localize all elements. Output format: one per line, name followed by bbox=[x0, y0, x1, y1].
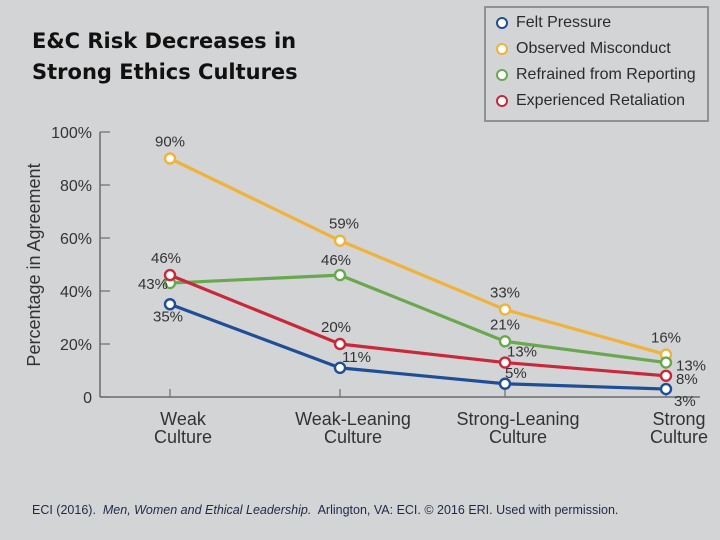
x-tick-label: Culture bbox=[650, 427, 708, 447]
x-tick-label: Weak bbox=[160, 409, 207, 429]
legend-label: Experienced Retaliation bbox=[516, 92, 685, 109]
data-label: 46% bbox=[321, 252, 351, 269]
data-point bbox=[333, 361, 347, 375]
data-label: 46% bbox=[151, 250, 181, 267]
data-label: 13% bbox=[507, 344, 537, 361]
data-point bbox=[333, 268, 347, 282]
data-point bbox=[498, 303, 512, 316]
data-point bbox=[163, 152, 177, 165]
series-line-refrained-from-reporting bbox=[169, 273, 667, 365]
data-label: 33% bbox=[490, 285, 520, 302]
data-point bbox=[163, 298, 177, 311]
data-label: 13% bbox=[676, 358, 706, 375]
legend-label: Refrained from Reporting bbox=[516, 66, 696, 83]
y-tick-label: 40% bbox=[60, 284, 92, 301]
x-tick-label: Culture bbox=[154, 427, 212, 447]
series-line-felt-pressure bbox=[169, 302, 667, 391]
data-point bbox=[659, 382, 673, 396]
data-label: 21% bbox=[490, 316, 520, 333]
data-point bbox=[498, 335, 512, 348]
data-point bbox=[498, 377, 512, 390]
data-label: 43% bbox=[138, 276, 168, 293]
x-tick-label: Culture bbox=[324, 427, 382, 447]
legend-marker-icon bbox=[496, 43, 508, 55]
series-line-experienced-retaliation bbox=[169, 273, 667, 378]
legend-item-experienced-retaliation: Experienced Retaliation bbox=[496, 92, 685, 110]
chart-title: E&C Risk Decreases in Strong Ethics Cult… bbox=[32, 26, 298, 88]
data-label: 90% bbox=[155, 134, 185, 151]
series-line-observed-misconduct bbox=[169, 157, 667, 357]
y-tick-label: 0 bbox=[83, 390, 92, 407]
legend-item-refrained-from-reporting: Refrained from Reporting bbox=[496, 66, 696, 84]
data-point bbox=[498, 356, 512, 369]
data-label: 35% bbox=[153, 308, 183, 325]
data-label: 5% bbox=[505, 365, 527, 382]
data-point bbox=[659, 356, 673, 369]
legend-marker-icon bbox=[496, 69, 508, 81]
legend-label: Observed Misconduct bbox=[516, 40, 671, 57]
legend-marker-icon bbox=[496, 17, 508, 29]
legend: Felt Pressure Observed Misconduct Refrai… bbox=[484, 6, 709, 122]
data-label: 3% bbox=[674, 393, 696, 410]
legend-item-observed-misconduct: Observed Misconduct bbox=[496, 40, 671, 58]
data-label: 8% bbox=[676, 371, 698, 388]
data-point bbox=[163, 268, 177, 282]
data-label: 59% bbox=[329, 216, 359, 233]
citation-source: ECI (2016). bbox=[32, 503, 96, 517]
y-tick-label: 80% bbox=[60, 178, 92, 195]
citation-title: Men, Women and Ethical Leadership. bbox=[102, 503, 312, 517]
legend-marker-icon bbox=[496, 95, 508, 107]
x-tick-label: Culture bbox=[489, 427, 547, 447]
x-tick-label: Strong bbox=[652, 409, 705, 429]
y-tick-label: 60% bbox=[60, 231, 92, 248]
citation: ECI (2016). Men, Women and Ethical Leade… bbox=[32, 503, 618, 517]
y-tick-label: 20% bbox=[60, 337, 92, 354]
y-axis-label: Percentage in Agreement bbox=[24, 163, 44, 366]
title-line-2: Strong Ethics Cultures bbox=[32, 60, 298, 84]
data-label: 20% bbox=[321, 319, 351, 336]
legend-item-felt-pressure: Felt Pressure bbox=[496, 14, 611, 32]
y-tick-label: 100% bbox=[51, 125, 92, 142]
data-point bbox=[333, 337, 347, 351]
citation-publisher: Arlington, VA: ECI. © 2016 ERI. Used wit… bbox=[317, 503, 619, 517]
data-label: 16% bbox=[651, 330, 681, 347]
data-point bbox=[659, 369, 673, 382]
x-tick-label: Weak-Leaning bbox=[295, 409, 411, 429]
title-line-1: E&C Risk Decreases in bbox=[32, 29, 297, 53]
data-point bbox=[333, 234, 347, 247]
legend-label: Felt Pressure bbox=[516, 14, 612, 31]
x-tick-label: Strong-Leaning bbox=[456, 409, 579, 429]
data-label: 11% bbox=[342, 349, 371, 366]
